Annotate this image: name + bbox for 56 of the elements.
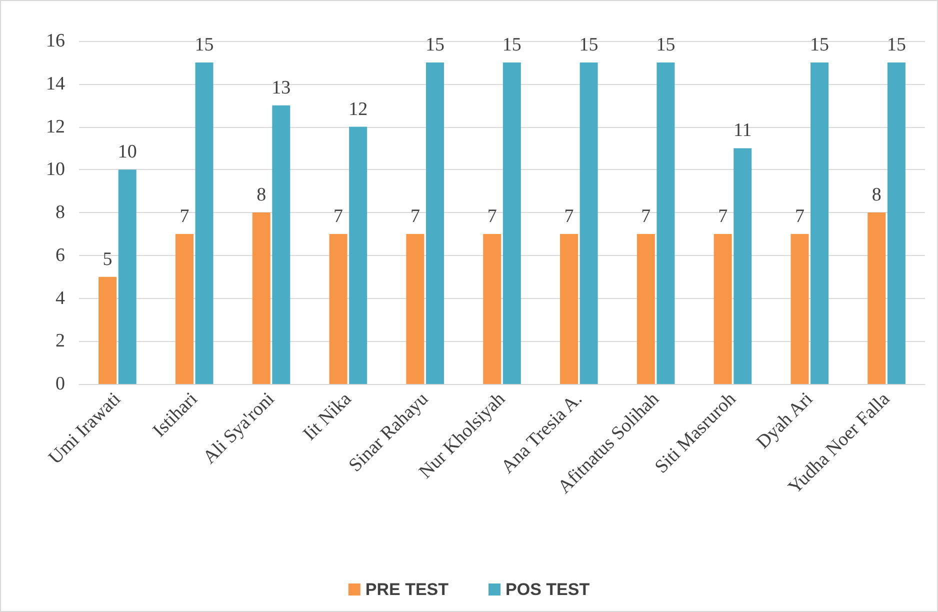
y-tick-label: 14 <box>46 73 66 94</box>
bar <box>887 62 906 384</box>
data-label: 15 <box>425 34 444 56</box>
bar <box>272 105 290 384</box>
bar <box>790 234 809 384</box>
data-label: 7 <box>641 206 651 227</box>
y-tick-label: 0 <box>56 374 65 394</box>
data-label: 7 <box>180 206 190 227</box>
data-label: 7 <box>487 206 497 227</box>
bar <box>636 234 655 384</box>
bar <box>580 62 598 384</box>
data-label: 11 <box>733 120 752 142</box>
data-label: 15 <box>579 34 598 56</box>
data-label: 8 <box>256 184 266 206</box>
bar <box>195 62 214 384</box>
bar <box>98 276 117 384</box>
bar <box>329 234 348 384</box>
data-label: 15 <box>810 34 830 56</box>
data-label: 10 <box>118 142 137 163</box>
bar <box>714 234 732 384</box>
data-label: 5 <box>102 248 112 270</box>
bar <box>734 148 752 384</box>
data-label: 7 <box>794 206 804 227</box>
x-tick-label: Iit Nika <box>299 388 356 445</box>
bar <box>868 212 886 384</box>
data-label: 7 <box>334 206 344 227</box>
y-tick-label: 8 <box>56 202 65 223</box>
data-label: 15 <box>886 34 906 56</box>
bar <box>426 62 444 384</box>
bar <box>252 212 270 384</box>
data-label: 15 <box>656 34 676 56</box>
y-tick-label: 2 <box>56 330 65 352</box>
bar <box>406 234 424 384</box>
bar <box>560 234 578 384</box>
bar <box>656 62 675 384</box>
data-label: 7 <box>718 206 728 227</box>
data-label: 7 <box>410 206 420 227</box>
bar <box>810 62 829 384</box>
y-tick-label: 16 <box>46 30 65 52</box>
y-tick-label: 4 <box>56 288 66 309</box>
y-tick-label: 10 <box>46 159 65 180</box>
bar <box>483 234 502 384</box>
bar <box>502 62 521 384</box>
data-label: 13 <box>272 77 291 98</box>
legend-label: PRE TEST <box>365 580 450 599</box>
bar <box>349 126 368 384</box>
y-tick-label: 12 <box>46 116 65 138</box>
data-label: 15 <box>502 34 522 56</box>
data-label: 8 <box>872 184 882 206</box>
data-label: 12 <box>348 98 368 120</box>
y-tick-label: 6 <box>56 244 65 266</box>
bar <box>118 170 136 384</box>
data-label: 15 <box>194 34 214 56</box>
legend-label: POS TEST <box>506 580 590 599</box>
bar <box>175 234 194 384</box>
data-label: 7 <box>564 206 574 227</box>
